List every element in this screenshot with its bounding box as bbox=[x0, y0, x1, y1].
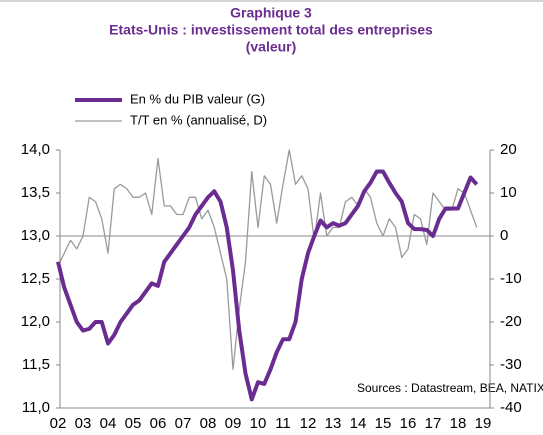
annotation: Sources : Datastream, BEA, NATIXIS bbox=[357, 381, 543, 395]
chart-title: Graphique 3 bbox=[230, 5, 312, 21]
series-line bbox=[56, 169, 479, 402]
y2-tick-label: -20 bbox=[500, 313, 522, 330]
series-line bbox=[57, 149, 478, 370]
y-tick-label: 12,0 bbox=[21, 313, 50, 330]
x-tick-label: 08 bbox=[200, 415, 217, 432]
x-tick-label: 05 bbox=[125, 415, 142, 432]
x-tick-label: 18 bbox=[450, 415, 467, 432]
y2-tick-label: -30 bbox=[500, 356, 522, 373]
x-tick-label: 11 bbox=[275, 415, 291, 432]
y-tick-label: 11,5 bbox=[22, 356, 50, 373]
x-tick-label: 13 bbox=[325, 415, 342, 432]
x-tick-label: 16 bbox=[400, 415, 417, 432]
x-tick-label: 17 bbox=[425, 415, 442, 432]
x-tick-label: 12 bbox=[300, 415, 317, 432]
y-tick-label: 13,0 bbox=[21, 227, 50, 244]
y2-tick-label: -10 bbox=[500, 270, 522, 287]
x-tick-label: 04 bbox=[100, 415, 117, 432]
y-tick-label: 13,5 bbox=[21, 184, 50, 201]
x-tick-label: 19 bbox=[475, 415, 492, 432]
x-tick-label: 14 bbox=[350, 415, 367, 432]
legend-label: En % du PIB valeur (G) bbox=[130, 91, 265, 106]
y2-tick-label: 20 bbox=[500, 141, 517, 158]
y-tick-label: 11,0 bbox=[22, 399, 50, 416]
x-tick-label: 09 bbox=[225, 415, 242, 432]
x-tick-label: 10 bbox=[250, 415, 267, 432]
chart-title: (valeur) bbox=[246, 39, 297, 55]
x-tick-label: 07 bbox=[175, 415, 192, 432]
x-tick-label: 02 bbox=[50, 415, 67, 432]
y2-tick-label: 0 bbox=[500, 227, 508, 244]
y2-tick-label: -40 bbox=[500, 399, 522, 416]
y2-tick-label: 10 bbox=[500, 184, 517, 201]
x-tick-label: 06 bbox=[150, 415, 167, 432]
chart-title: Etats-Unis : investissement total des en… bbox=[109, 22, 433, 38]
y-tick-label: 14,0 bbox=[21, 141, 50, 158]
x-tick-label: 03 bbox=[75, 415, 92, 432]
y-tick-label: 12,5 bbox=[21, 270, 50, 287]
x-tick-label: 15 bbox=[375, 415, 392, 432]
legend-label: T/T en % (annualisé, D) bbox=[130, 112, 267, 127]
